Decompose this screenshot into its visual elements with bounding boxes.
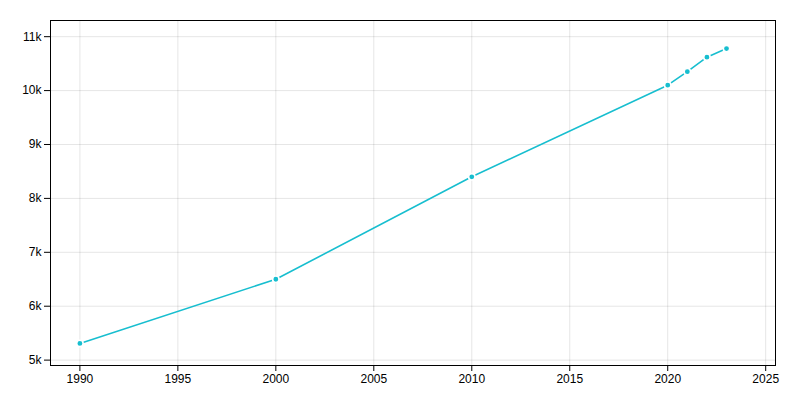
svg-text:6k: 6k xyxy=(29,299,43,313)
svg-text:10k: 10k xyxy=(22,83,42,97)
svg-text:2005: 2005 xyxy=(360,372,387,386)
svg-text:5k: 5k xyxy=(29,353,43,367)
svg-text:9k: 9k xyxy=(29,137,43,151)
svg-text:7k: 7k xyxy=(29,245,43,259)
svg-text:1995: 1995 xyxy=(165,372,192,386)
svg-text:1990: 1990 xyxy=(67,372,94,386)
svg-text:2000: 2000 xyxy=(262,372,289,386)
svg-text:8k: 8k xyxy=(29,191,43,205)
svg-text:11k: 11k xyxy=(23,30,42,44)
svg-text:2020: 2020 xyxy=(654,372,681,386)
svg-text:2010: 2010 xyxy=(458,372,485,386)
svg-text:2015: 2015 xyxy=(556,372,583,386)
svg-text:2025: 2025 xyxy=(752,372,779,386)
